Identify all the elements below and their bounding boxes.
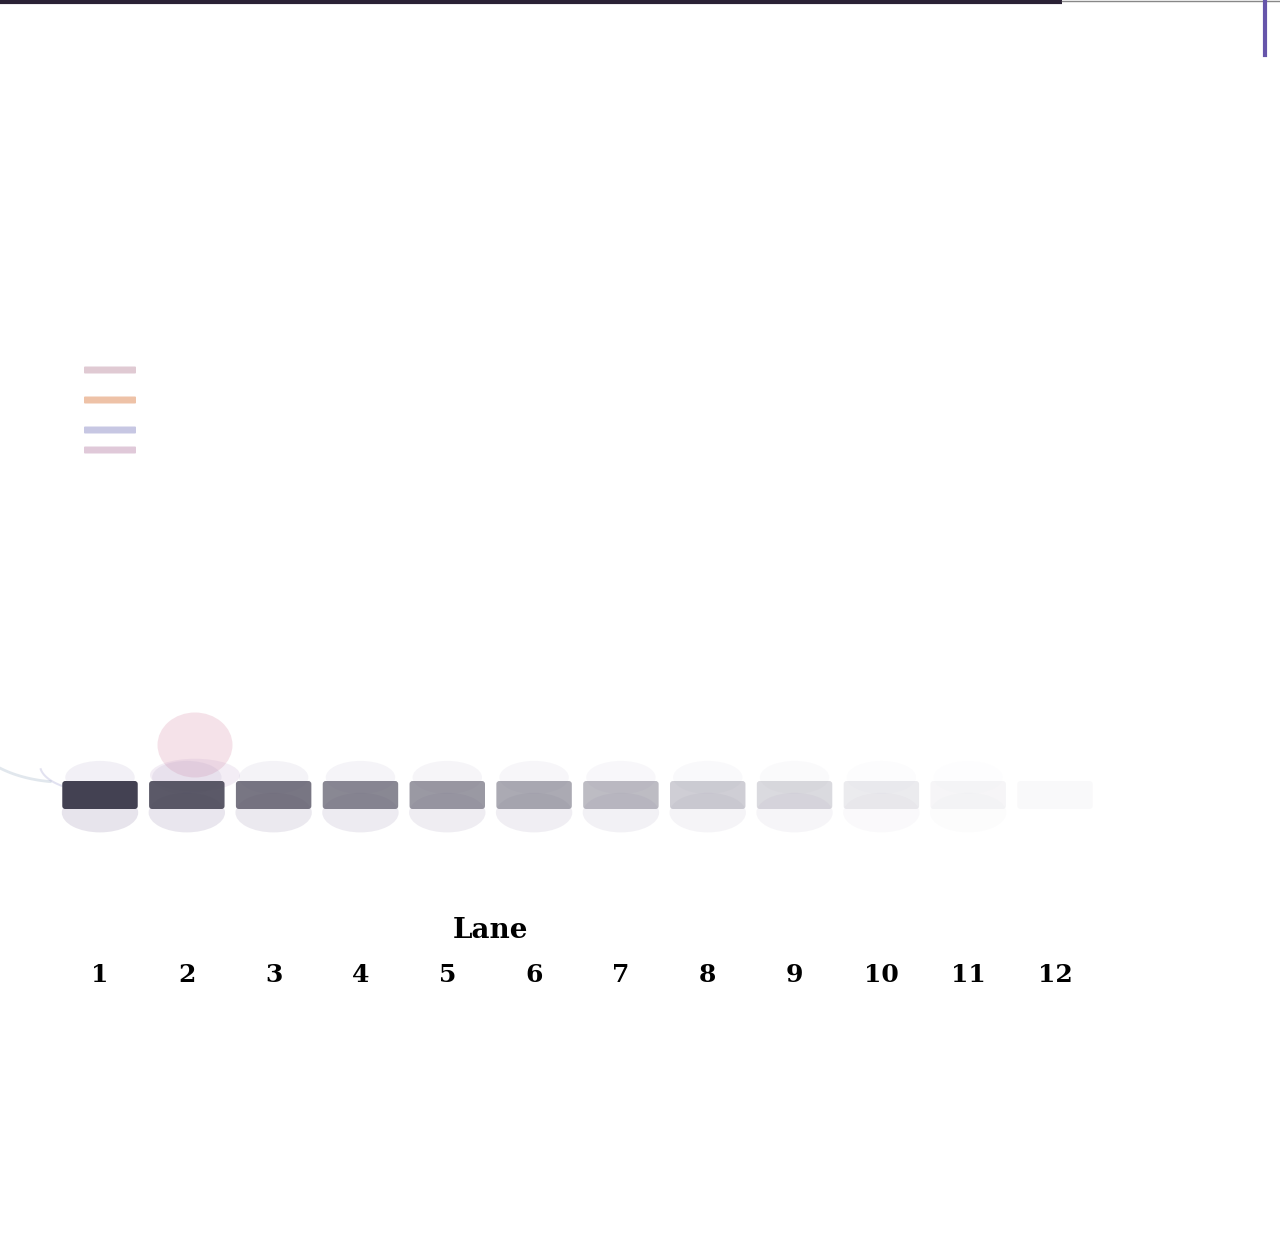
- FancyBboxPatch shape: [84, 426, 136, 434]
- FancyBboxPatch shape: [410, 781, 485, 809]
- Ellipse shape: [586, 761, 655, 794]
- Ellipse shape: [582, 793, 659, 833]
- Text: 4: 4: [352, 963, 369, 987]
- Text: Lane: Lane: [452, 917, 527, 943]
- FancyBboxPatch shape: [497, 781, 572, 809]
- FancyBboxPatch shape: [323, 781, 398, 809]
- Ellipse shape: [410, 793, 485, 833]
- FancyBboxPatch shape: [756, 781, 832, 809]
- Ellipse shape: [325, 761, 396, 794]
- FancyBboxPatch shape: [84, 446, 136, 454]
- Ellipse shape: [61, 793, 138, 833]
- Ellipse shape: [495, 793, 572, 833]
- FancyBboxPatch shape: [236, 781, 311, 809]
- Text: 7: 7: [612, 963, 630, 987]
- Text: 12: 12: [1038, 963, 1073, 987]
- Ellipse shape: [236, 793, 312, 833]
- Ellipse shape: [412, 761, 483, 794]
- Text: 2: 2: [178, 963, 196, 987]
- FancyBboxPatch shape: [148, 781, 224, 809]
- Text: 5: 5: [439, 963, 456, 987]
- Text: 11: 11: [951, 963, 986, 987]
- Text: 1: 1: [91, 963, 109, 987]
- Text: 6: 6: [525, 963, 543, 987]
- Text: 3: 3: [265, 963, 283, 987]
- Text: 9: 9: [786, 963, 804, 987]
- FancyBboxPatch shape: [84, 366, 136, 374]
- FancyBboxPatch shape: [669, 781, 745, 809]
- Ellipse shape: [239, 761, 308, 794]
- FancyBboxPatch shape: [1018, 781, 1093, 809]
- Ellipse shape: [148, 793, 225, 833]
- Ellipse shape: [669, 793, 746, 833]
- Ellipse shape: [150, 759, 241, 791]
- Ellipse shape: [152, 761, 221, 794]
- Ellipse shape: [499, 761, 568, 794]
- Ellipse shape: [65, 761, 134, 794]
- Text: 8: 8: [699, 963, 717, 987]
- FancyBboxPatch shape: [84, 396, 136, 404]
- Text: 10: 10: [864, 963, 899, 987]
- Ellipse shape: [323, 793, 398, 833]
- Ellipse shape: [756, 793, 833, 833]
- FancyBboxPatch shape: [931, 781, 1006, 809]
- Ellipse shape: [157, 712, 233, 777]
- FancyBboxPatch shape: [63, 781, 138, 809]
- FancyBboxPatch shape: [584, 781, 659, 809]
- FancyBboxPatch shape: [844, 781, 919, 809]
